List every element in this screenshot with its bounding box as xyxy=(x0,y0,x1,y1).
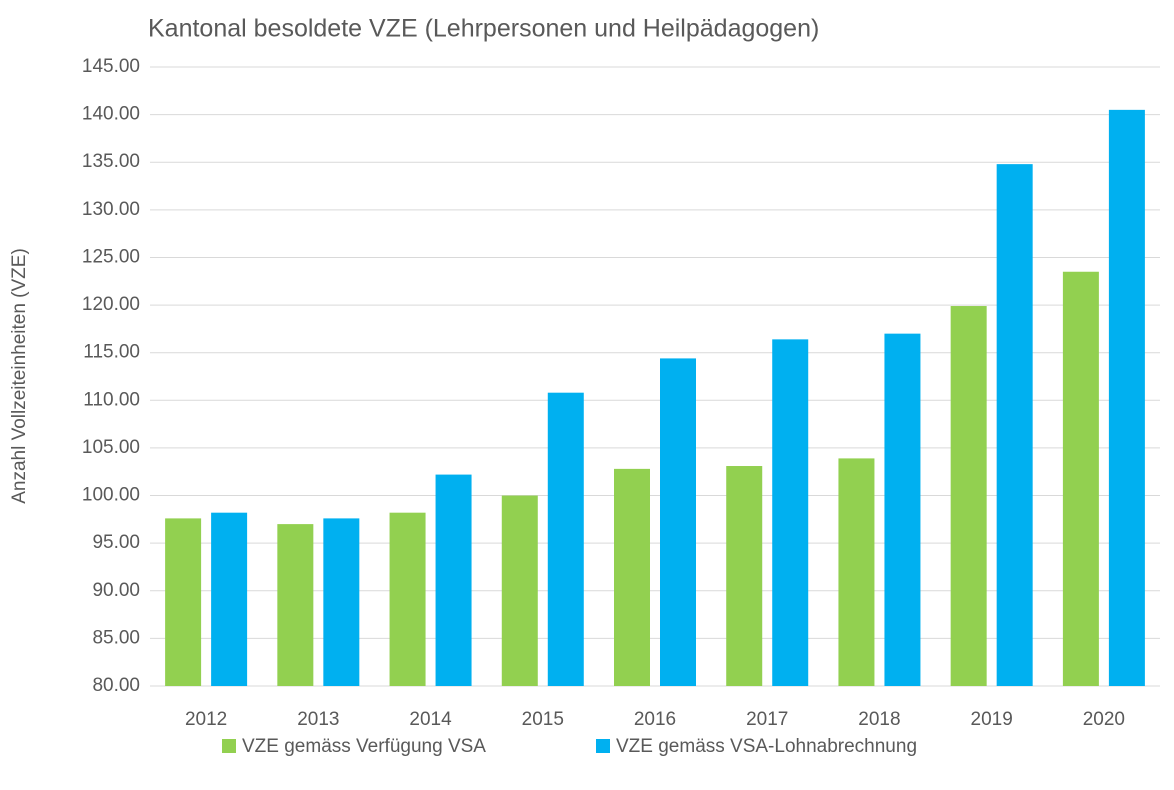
x-tick-label: 2015 xyxy=(522,709,564,730)
x-tick-label: 2014 xyxy=(409,709,452,730)
bar xyxy=(435,474,472,686)
bar xyxy=(772,339,809,686)
bar xyxy=(547,392,584,686)
y-tick-label: 85.00 xyxy=(92,627,140,648)
bar xyxy=(211,512,248,686)
bar xyxy=(1108,109,1145,687)
x-tick-label: 2017 xyxy=(746,709,788,730)
bar xyxy=(950,306,987,686)
legend-label: VZE gemäss Verfügung VSA xyxy=(242,736,486,757)
y-tick-label: 95.00 xyxy=(92,532,140,553)
bar xyxy=(884,333,921,686)
y-tick-label: 135.00 xyxy=(82,151,140,172)
bar xyxy=(389,512,426,686)
y-tick-label: 125.00 xyxy=(82,246,140,267)
y-tick-label: 120.00 xyxy=(82,294,140,315)
x-tick-label: 2019 xyxy=(971,709,1013,730)
y-tick-label: 105.00 xyxy=(82,437,140,458)
y-tick-label: 130.00 xyxy=(82,199,140,220)
x-tick-label: 2020 xyxy=(1083,709,1125,730)
legend-label: VZE gemäss VSA-Lohnabrechnung xyxy=(616,736,917,757)
bar xyxy=(277,524,314,686)
bar xyxy=(1062,271,1099,686)
bar xyxy=(323,518,360,686)
y-tick-label: 115.00 xyxy=(83,342,140,363)
bar xyxy=(838,458,875,686)
legend-swatch xyxy=(222,739,236,753)
x-tick-label: 2016 xyxy=(634,709,676,730)
bar xyxy=(165,518,202,686)
y-tick-label: 110.00 xyxy=(83,389,140,410)
y-tick-label: 140.00 xyxy=(82,104,140,125)
x-tick-label: 2018 xyxy=(858,709,900,730)
y-tick-label: 80.00 xyxy=(92,675,140,696)
bar xyxy=(660,358,696,686)
x-tick-label: 2013 xyxy=(297,709,339,730)
y-tick-label: 90.00 xyxy=(92,580,140,601)
chart-title: Kantonal besoldete VZE (Lehrpersonen und… xyxy=(148,15,819,43)
bar xyxy=(726,466,763,686)
y-tick-label: 100.00 xyxy=(82,485,140,506)
y-tick-label: 145.00 xyxy=(82,56,140,77)
legend-swatch xyxy=(596,739,610,753)
bar xyxy=(614,468,650,686)
bar xyxy=(501,495,538,686)
bar xyxy=(996,164,1033,687)
y-axis-label: Anzahl Vollzeiteinheiten (VZE) xyxy=(9,248,30,504)
x-tick-label: 2012 xyxy=(185,709,227,730)
